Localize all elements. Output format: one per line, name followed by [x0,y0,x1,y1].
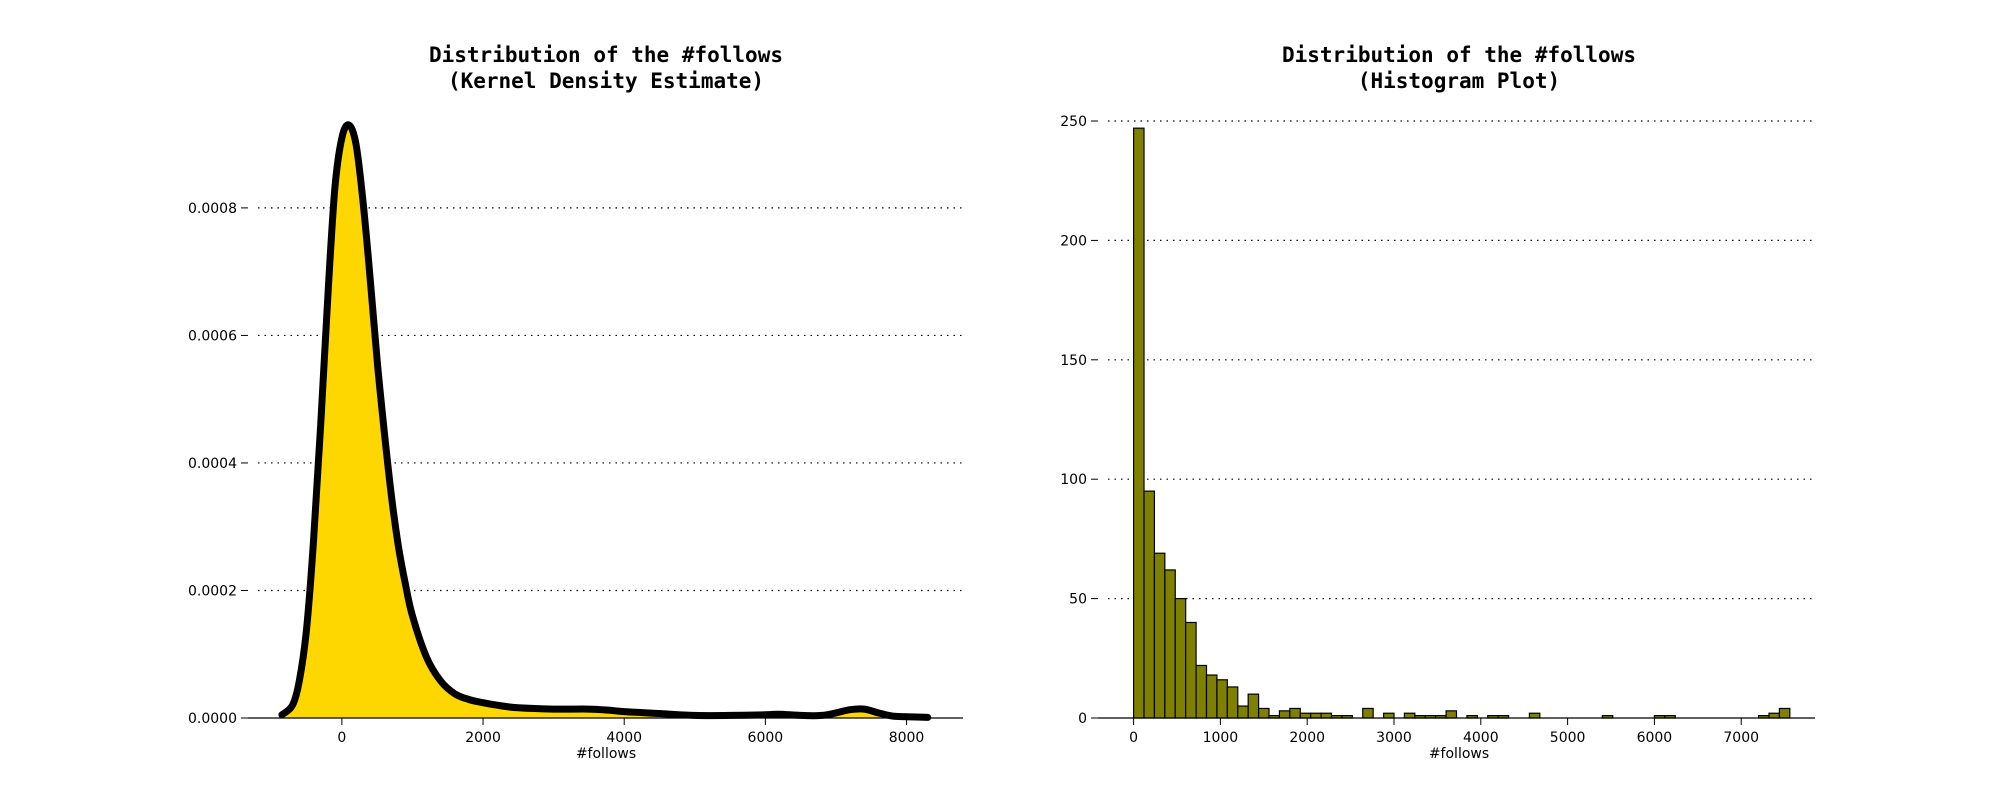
hist-x-ticks: 0 1000 2000 3000 4000 5000 6000 7000 [1129,718,1759,746]
kde-x-ticks: 0 2000 4000 6000 8000 [337,718,924,746]
hist-y-tick-label: 150 [1060,353,1087,369]
hist-bar [1289,707,1301,719]
hist-y-ticks: 0 50 100 150 200 250 [1060,114,1098,727]
kde-x-tick-label: 8000 [889,730,925,746]
hist-bar [1174,597,1187,719]
kde-x-tick-label: 6000 [748,730,784,746]
hist-x-tick-label: 2000 [1289,730,1325,746]
hist-x-tick-label: 1000 [1203,730,1239,746]
kde-x-axis-label: #follows [576,746,636,762]
hist-y-tick-label: 100 [1060,472,1087,488]
hist-bar [1237,705,1249,719]
kde-x-tick-label: 4000 [606,730,642,746]
kde-area-fill [281,124,928,718]
histogram-panel: Distribution of the #follows (Histogram … [1060,43,1815,762]
kde-y-tick-label: 0.0000 [188,711,237,727]
hist-bar [1132,127,1145,719]
hist-bar [1278,710,1291,719]
hist-bar [1216,679,1228,719]
hist-x-axis-label: #follows [1429,746,1489,762]
hist-bar [1362,707,1374,719]
hist-x-tick-label: 6000 [1637,730,1673,746]
hist-bar [1164,569,1176,719]
hist-bar [1153,552,1166,719]
kde-y-tick-label: 0.0004 [188,456,237,472]
hist-bar [1143,490,1156,719]
kde-line [278,121,932,721]
kde-title-line-1: Distribution of the #follows [429,43,783,67]
kde-y-tick-label: 0.0008 [188,201,237,217]
hist-x-tick-label: 4000 [1463,730,1499,746]
hist-bar [1226,686,1239,719]
hist-y-tick-label: 50 [1069,592,1087,608]
hist-bar [1299,712,1312,719]
hist-grid [1108,120,1815,600]
kde-panel: Distribution of the #follows (Kernel Den… [188,43,963,762]
kde-x-tick-label: 2000 [465,730,501,746]
hist-bar [1528,712,1541,719]
hist-bar [1205,674,1218,719]
hist-bar [1185,621,1197,719]
hist-y-tick-label: 250 [1060,114,1087,130]
hist-bar [1195,664,1208,719]
kde-y-ticks: 0.0000 0.0002 0.0004 0.0006 0.0008 [188,201,248,727]
hist-x-tick-label: 5000 [1550,730,1586,746]
hist-y-tick-label: 0 [1078,711,1087,727]
hist-x-tick-label: 7000 [1723,730,1759,746]
hist-bar [1403,712,1416,719]
kde-y-tick-label: 0.0006 [188,328,237,344]
hist-title-line-2: (Histogram Plot) [1358,69,1560,93]
hist-title-line-1: Distribution of the #follows [1282,43,1636,67]
hist-x-tick-label: 3000 [1376,730,1412,746]
hist-y-tick-label: 200 [1060,233,1087,249]
hist-x-tick-label: 0 [1129,730,1138,746]
hist-bar [1257,707,1270,719]
hist-bars [1132,127,1791,719]
kde-title-line-2: (Kernel Density Estimate) [448,69,764,93]
hist-bar [1445,710,1458,719]
hist-bar [1310,712,1322,719]
hist-bar [1382,712,1395,719]
kde-y-tick-label: 0.0002 [188,583,237,599]
hist-bar [1768,712,1781,719]
hist-bar [1247,693,1260,719]
hist-bar [1320,712,1333,719]
kde-x-tick-label: 0 [337,730,346,746]
hist-bar [1778,707,1791,719]
